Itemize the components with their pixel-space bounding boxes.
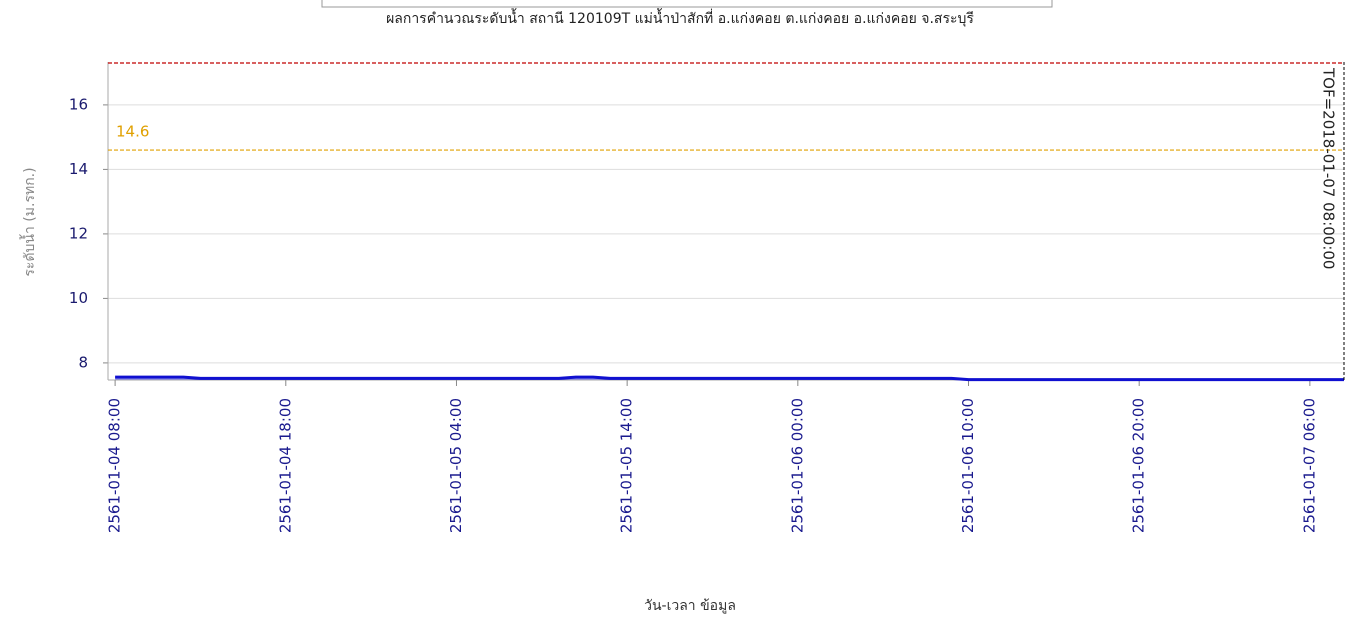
x-tick-label: 2561-01-04 18:00 — [276, 398, 294, 533]
y-tick-label: 16 — [69, 95, 88, 113]
x-tick-label: 2561-01-05 04:00 — [447, 398, 465, 533]
x-tick-label: 2561-01-06 20:00 — [1130, 398, 1148, 533]
line — [115, 375, 1344, 382]
x-tick-label: 2561-01-06 10:00 — [959, 398, 977, 533]
x-axis-label: วัน-เวลา ข้อมูล — [644, 598, 736, 614]
x-tick-label: 2561-01-05 14:00 — [618, 398, 636, 533]
y-tick-label: 10 — [69, 289, 88, 307]
tof-label: TOF=2018-01-07 08:00:00 — [1320, 67, 1338, 269]
y-axis-label: ระดับน้ำ (ม.รทก.) — [19, 167, 38, 276]
x-tick-label: 2561-01-04 08:00 — [106, 398, 124, 533]
legend-box — [321, 0, 1053, 8]
chart-title: ผลการคำนวณระดับน้ำ สถานี 120109T แม่น้ำป… — [386, 8, 974, 27]
x-tick-label: 2561-01-06 00:00 — [788, 398, 806, 533]
y-tick-label: 14 — [69, 160, 88, 178]
y-tick-label: 8 — [78, 353, 88, 371]
reference-label: 14.6 — [116, 123, 149, 141]
y-tick-label: 12 — [69, 224, 88, 242]
x-tick-label: 2561-01-07 06:00 — [1300, 398, 1318, 533]
